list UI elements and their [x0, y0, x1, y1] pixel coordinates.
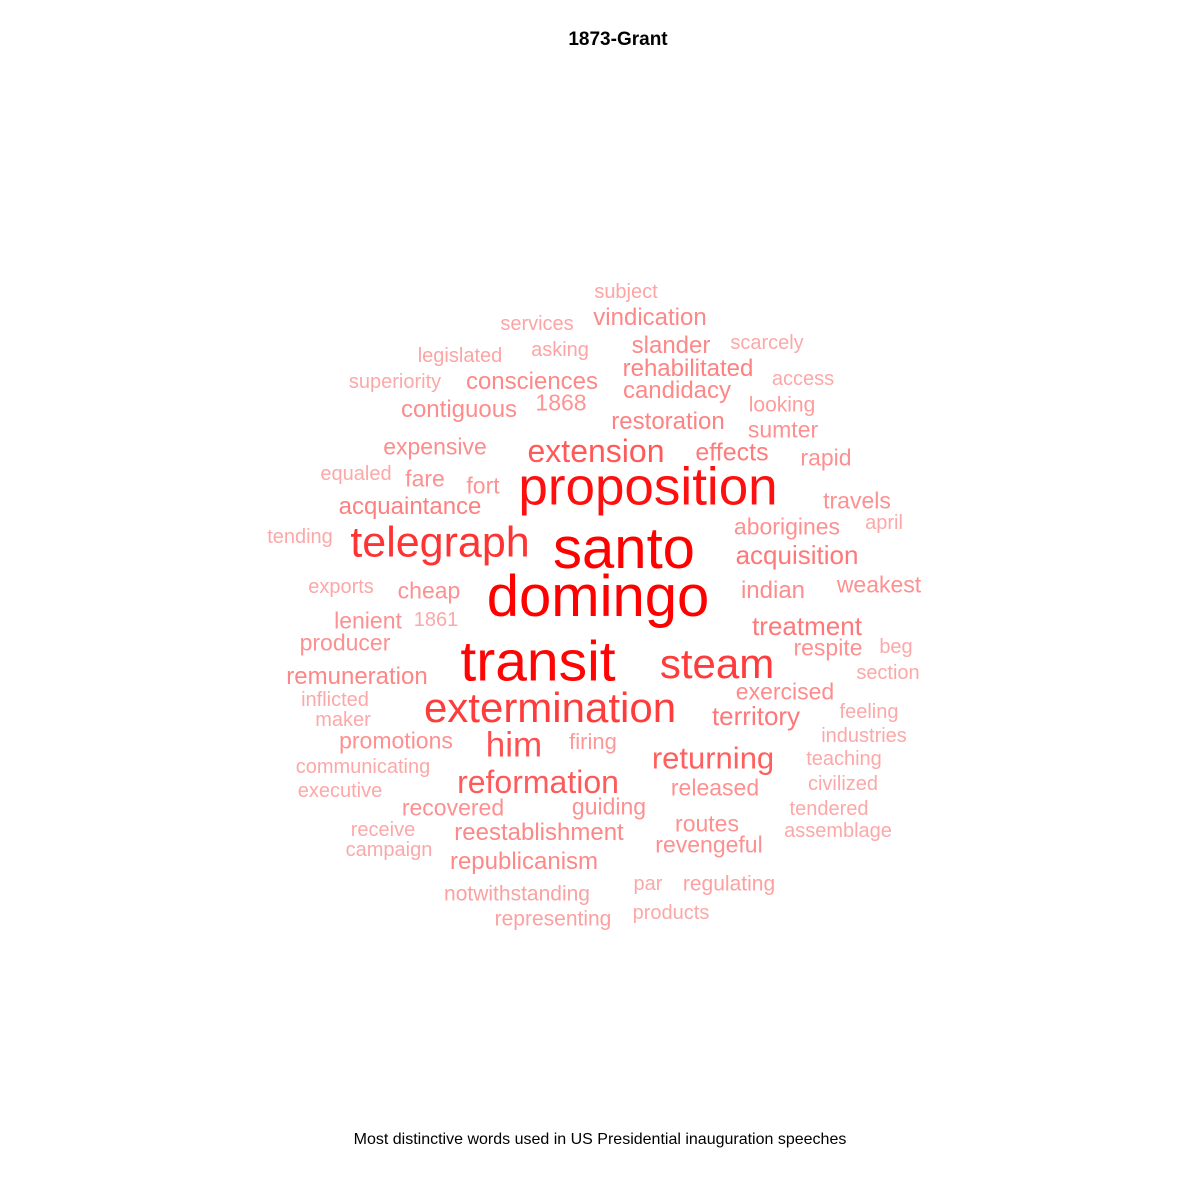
cloud-word: acquaintance: [338, 493, 482, 520]
cloud-word: reformation: [457, 764, 619, 800]
cloud-word: telegraph: [350, 518, 530, 567]
cloud-word: beg: [879, 636, 913, 658]
cloud-word: candidacy: [622, 377, 732, 404]
cloud-word: april: [865, 512, 903, 534]
cloud-word: inflicted: [301, 689, 369, 711]
cloud-word: him: [485, 725, 543, 765]
cloud-word: guiding: [571, 793, 647, 820]
cloud-word: 1868: [535, 389, 587, 416]
cloud-word: tending: [267, 526, 333, 548]
cloud-word: civilized: [807, 773, 879, 795]
cloud-word: acquisition: [735, 540, 859, 570]
cloud-word: campaign: [345, 839, 433, 861]
cloud-word: extension: [527, 433, 665, 469]
cloud-word: exercised: [735, 678, 835, 705]
cloud-word: contiguous: [400, 396, 518, 423]
cloud-word: promotions: [339, 727, 453, 754]
cloud-word: industries: [821, 725, 907, 747]
cloud-word: section: [856, 662, 920, 684]
cloud-word: treatment: [752, 611, 862, 641]
cloud-word: 1861: [413, 609, 459, 631]
cloud-word: regulating: [682, 872, 776, 896]
cloud-word: executive: [297, 780, 383, 802]
cloud-word: receive: [350, 819, 416, 841]
cloud-word: consciences: [465, 368, 599, 395]
cloud-word: expensive: [383, 433, 487, 460]
cloud-word: products: [632, 902, 710, 924]
cloud-word: revengeful: [655, 831, 763, 858]
chart-title: 1873-Grant: [568, 29, 668, 50]
cloud-word: steam: [659, 640, 775, 687]
cloud-word: respite: [793, 634, 863, 661]
cloud-word: exports: [308, 576, 374, 598]
cloud-word: looking: [748, 393, 816, 417]
cloud-word: superiority: [348, 371, 442, 393]
cloud-word: assemblage: [784, 820, 892, 842]
cloud-word: scarcely: [730, 332, 804, 354]
cloud-word: weakest: [836, 571, 922, 598]
cloud-word: services: [500, 313, 574, 335]
cloud-word: producer: [299, 629, 391, 656]
cloud-word: cheap: [397, 577, 461, 604]
cloud-word: firing: [569, 729, 617, 754]
cloud-word: par: [633, 873, 663, 895]
cloud-word: territory: [711, 701, 801, 731]
cloud-word: notwithstanding: [444, 882, 590, 906]
cloud-word: santo: [553, 516, 695, 581]
cloud-word: subject: [594, 281, 658, 303]
cloud-word: reestablishment: [454, 819, 624, 846]
cloud-word: restoration: [611, 408, 725, 435]
cloud-word: representing: [494, 907, 612, 931]
cloud-word: maker: [315, 709, 371, 731]
cloud-word: access: [771, 368, 835, 390]
cloud-word: released: [670, 774, 760, 801]
cloud-word: indian: [740, 577, 806, 604]
cloud-word: communicating: [295, 756, 431, 778]
cloud-word: routes: [675, 810, 739, 837]
cloud-word: vindication: [593, 304, 707, 331]
cloud-word: travels: [823, 487, 891, 514]
cloud-word: asking: [531, 339, 589, 361]
cloud-word: rapid: [800, 444, 852, 471]
cloud-word: extermination: [423, 684, 677, 731]
cloud-word: remuneration: [286, 663, 428, 690]
cloud-word: legislated: [417, 345, 503, 367]
cloud-word: aborigines: [733, 513, 841, 540]
cloud-word: tendered: [789, 798, 869, 820]
cloud-word: fort: [466, 472, 500, 499]
chart-caption: Most distinctive words used in US Presid…: [353, 1131, 847, 1148]
cloud-word: returning: [651, 740, 775, 776]
cloud-word: domingo: [486, 564, 710, 629]
cloud-word: transit: [460, 629, 616, 694]
cloud-word: feeling: [839, 701, 899, 723]
cloud-word: rehabilitated: [622, 355, 754, 382]
cloud-word: equaled: [320, 463, 392, 485]
cloud-word: teaching: [806, 748, 882, 770]
cloud-word: effects: [695, 438, 769, 467]
cloud-word: fare: [405, 465, 445, 492]
cloud-word: recovered: [401, 794, 505, 821]
cloud-word: slander: [631, 332, 711, 359]
cloud-word: republicanism: [449, 848, 599, 875]
cloud-word: proposition: [518, 457, 778, 517]
cloud-word: lenient: [334, 607, 402, 634]
cloud-word: sumter: [747, 416, 819, 443]
